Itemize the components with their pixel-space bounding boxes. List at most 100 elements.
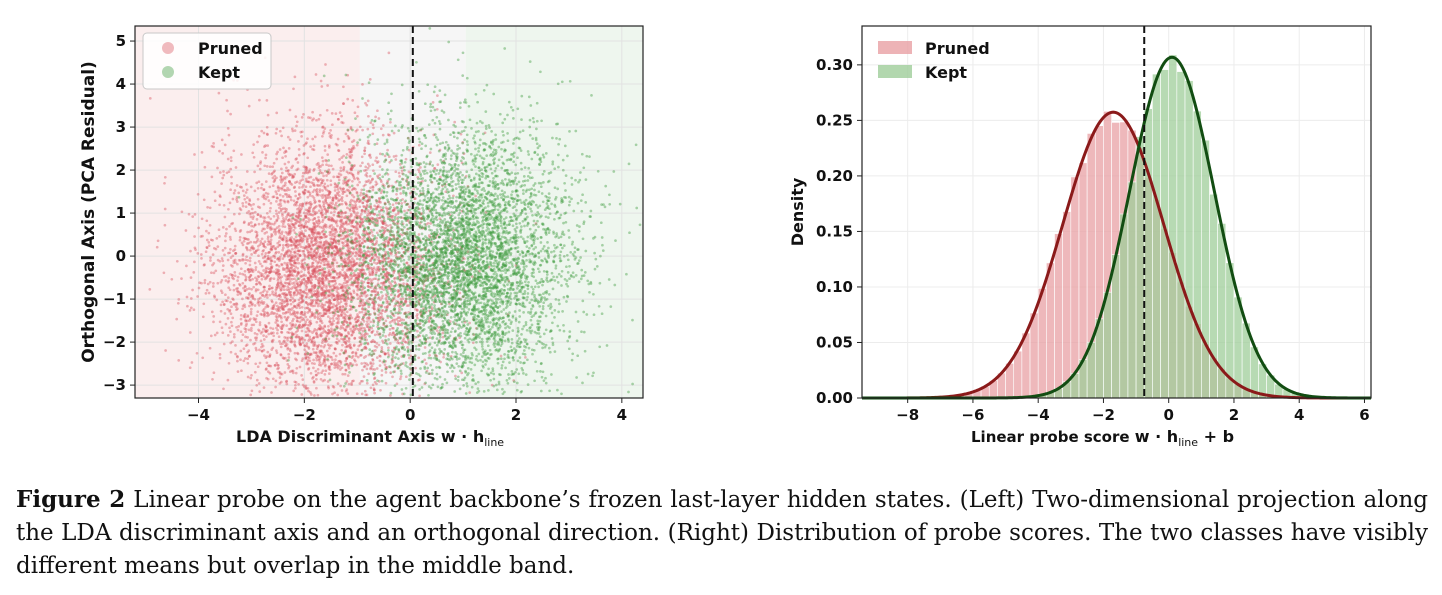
point-pruned xyxy=(325,263,329,266)
point-pruned xyxy=(286,330,289,334)
point-pruned xyxy=(357,344,361,348)
point-pruned xyxy=(278,148,282,151)
point-pruned xyxy=(310,278,313,282)
point-pruned xyxy=(307,234,311,238)
point-pruned xyxy=(320,268,323,272)
point-pruned xyxy=(380,326,384,330)
point-pruned xyxy=(277,324,280,328)
point-pruned xyxy=(304,201,308,205)
point-pruned xyxy=(215,237,219,240)
point-pruned xyxy=(334,286,337,290)
point-pruned xyxy=(263,164,267,168)
point-pruned xyxy=(338,198,341,202)
point-pruned xyxy=(280,187,284,191)
point-pruned xyxy=(270,332,273,336)
point-pruned xyxy=(490,383,494,387)
point-pruned xyxy=(306,311,310,314)
point-pruned xyxy=(218,356,222,360)
point-pruned xyxy=(327,164,331,167)
point-pruned xyxy=(332,351,336,355)
point-pruned xyxy=(294,190,297,193)
point-pruned xyxy=(349,277,353,281)
point-pruned xyxy=(218,320,222,324)
point-pruned xyxy=(379,209,383,212)
point-pruned xyxy=(280,275,284,279)
point-pruned xyxy=(318,361,322,364)
point-pruned xyxy=(306,237,310,241)
point-pruned xyxy=(262,202,266,206)
point-pruned xyxy=(339,325,343,328)
point-pruned xyxy=(265,165,269,168)
point-pruned xyxy=(285,281,288,285)
point-pruned xyxy=(211,238,214,242)
point-pruned xyxy=(394,154,398,158)
point-pruned xyxy=(285,324,288,327)
point-pruned xyxy=(228,201,232,205)
point-pruned xyxy=(367,114,370,118)
point-pruned xyxy=(200,257,203,260)
point-pruned xyxy=(274,385,277,389)
point-pruned xyxy=(250,373,253,377)
point-pruned xyxy=(356,183,360,187)
point-pruned xyxy=(318,324,322,327)
point-pruned xyxy=(375,262,378,265)
point-pruned xyxy=(294,194,298,198)
point-pruned xyxy=(208,280,212,284)
point-pruned xyxy=(255,218,259,221)
point-pruned xyxy=(396,289,400,292)
point-pruned xyxy=(322,228,326,231)
point-pruned xyxy=(315,204,318,208)
point-pruned xyxy=(387,51,391,55)
point-pruned xyxy=(324,369,328,373)
point-pruned xyxy=(291,247,294,251)
point-pruned xyxy=(384,297,388,300)
point-pruned xyxy=(369,156,372,159)
point-pruned xyxy=(308,168,312,171)
point-pruned xyxy=(270,234,274,237)
point-pruned xyxy=(205,238,209,242)
point-pruned xyxy=(199,235,203,238)
point-pruned xyxy=(375,156,378,160)
point-pruned xyxy=(255,348,258,352)
point-pruned xyxy=(250,323,254,327)
point-pruned xyxy=(300,393,304,396)
point-pruned xyxy=(306,276,310,280)
point-pruned xyxy=(361,379,364,383)
point-pruned xyxy=(317,164,321,167)
point-pruned xyxy=(280,262,283,266)
point-pruned xyxy=(352,271,356,275)
point-pruned xyxy=(325,284,328,288)
point-pruned xyxy=(302,144,306,147)
point-pruned xyxy=(346,344,349,348)
point-pruned xyxy=(314,300,318,303)
point-pruned xyxy=(249,376,253,380)
point-pruned xyxy=(344,302,347,306)
point-pruned xyxy=(297,302,301,305)
point-pruned xyxy=(212,271,216,275)
point-pruned xyxy=(295,180,299,184)
point-pruned xyxy=(377,256,381,260)
point-pruned xyxy=(323,185,327,189)
point-pruned xyxy=(361,258,365,262)
point-pruned xyxy=(280,230,284,234)
point-pruned xyxy=(305,286,309,289)
point-pruned xyxy=(255,383,259,387)
point-pruned xyxy=(226,109,229,113)
point-pruned xyxy=(362,313,366,317)
point-pruned xyxy=(336,188,340,191)
point-pruned xyxy=(327,269,331,272)
point-pruned xyxy=(322,314,326,317)
point-pruned xyxy=(332,335,335,338)
point-pruned xyxy=(345,326,348,329)
point-pruned xyxy=(234,166,238,169)
point-pruned xyxy=(270,391,273,394)
point-pruned xyxy=(247,293,251,296)
point-pruned xyxy=(295,203,298,207)
point-pruned xyxy=(350,260,354,264)
point-pruned xyxy=(329,183,333,187)
point-pruned xyxy=(324,250,328,253)
point-pruned xyxy=(257,222,261,226)
point-pruned xyxy=(310,236,314,240)
point-pruned xyxy=(346,374,350,377)
point-pruned xyxy=(392,350,396,354)
